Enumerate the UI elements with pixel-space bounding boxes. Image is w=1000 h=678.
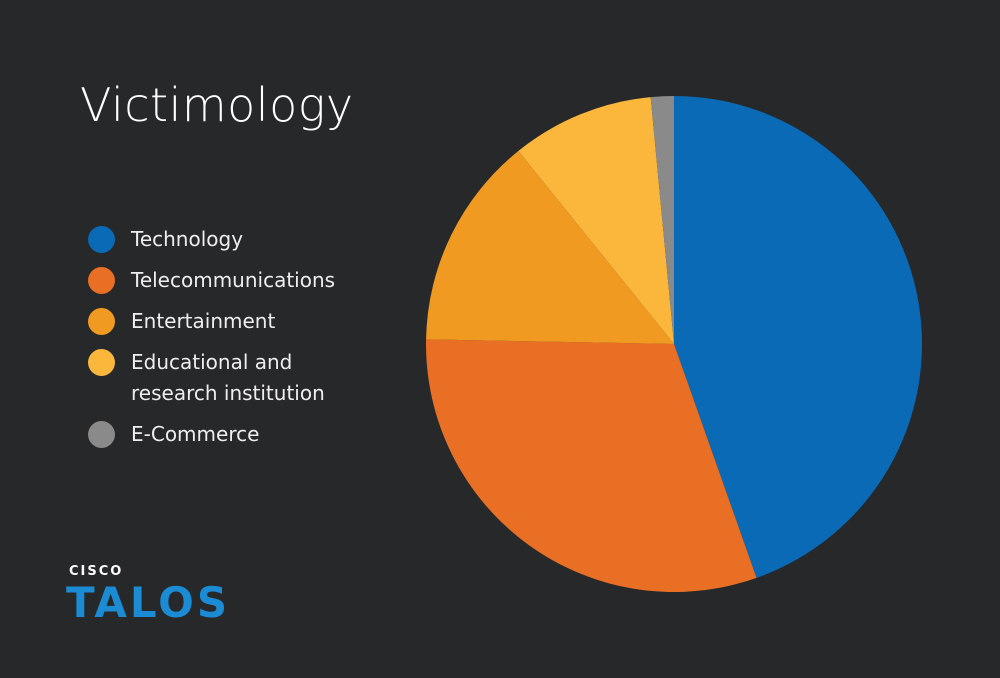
legend-swatch [88,421,115,448]
legend-item: Technology [88,226,358,255]
legend-item: Educational and research institution [88,349,358,409]
legend-item: Entertainment [88,308,358,337]
chart-title: Victimology [80,78,354,132]
logo-product: TALOS [66,578,231,627]
legend-label: Technology [131,227,244,251]
legend-item: Telecommunications [88,267,358,296]
pie-slice [518,97,674,344]
legend: Technology Telecommunications Entertainmen… [88,226,358,462]
legend-item: E-Commerce [88,421,358,450]
legend-swatch [88,349,115,376]
legend-swatch [88,267,115,294]
pie-slice [426,339,757,592]
legend-label: Educational and research institution [131,350,325,405]
legend-label: E-Commerce [131,422,260,446]
logo-brand: CISCO [69,564,124,579]
legend-swatch [88,226,115,253]
pie-slice [674,96,922,578]
pie-slice [650,96,674,344]
legend-label: Entertainment [131,309,276,333]
pie-slice [426,150,674,344]
legend-swatch [88,308,115,335]
legend-label: Telecommunications [131,268,336,292]
